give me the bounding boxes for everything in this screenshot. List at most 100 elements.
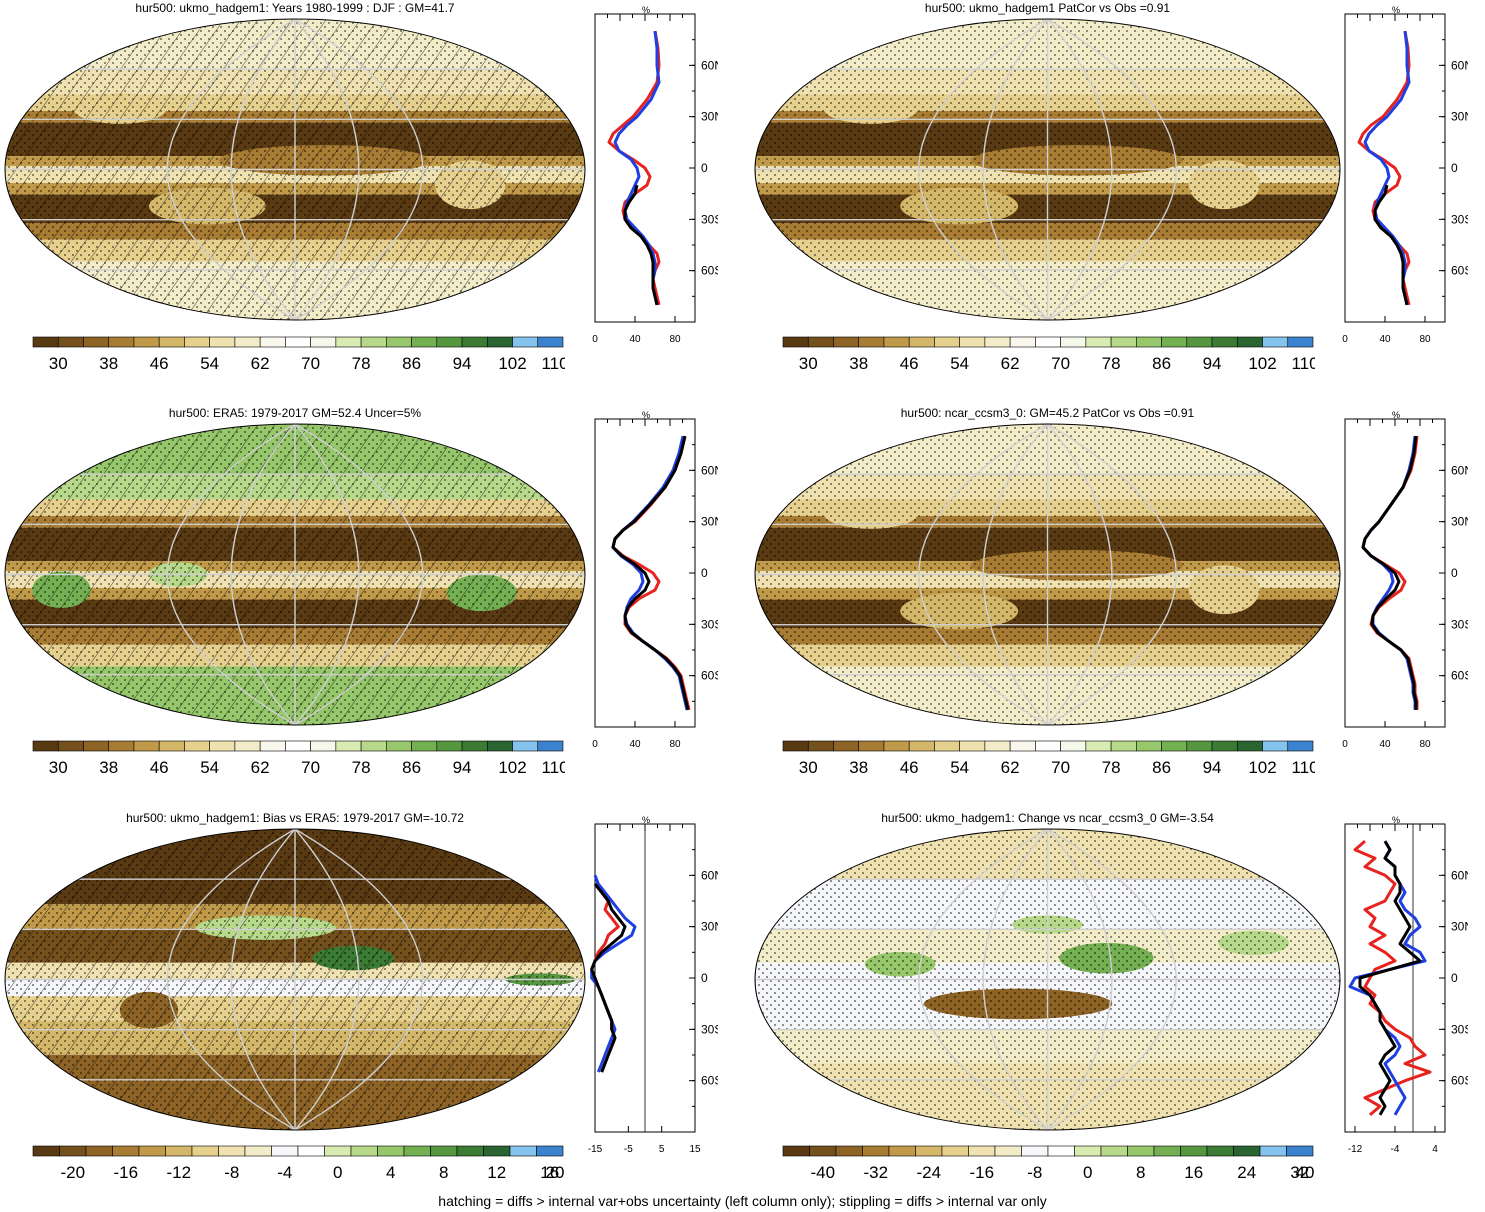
x-tick-label: -15: [588, 1144, 603, 1155]
colorbar-label: 70: [301, 758, 320, 777]
colorbar-swatch: [436, 740, 463, 752]
map-border: [754, 423, 1341, 726]
panel-title-6: hur500: ukmo_hadgem1: Change vs ncar_ccs…: [881, 811, 1214, 825]
colorbar-swatch: [858, 336, 885, 348]
colorbar-swatch: [360, 740, 387, 752]
colorbar-p3: 30 38 46 54 62 70 78 86 94 102 110: [32, 740, 565, 777]
colorbar-swatch: [138, 1145, 166, 1157]
colorbar-label: 54: [950, 758, 969, 777]
colorbar-label: 110: [1291, 758, 1315, 777]
colorbar-swatch: [83, 740, 110, 752]
colorbar-swatch: [833, 740, 860, 752]
graticule-lon: [1047, 19, 1177, 320]
y-tick-label: 60N: [701, 463, 718, 477]
colorbar-label: 46: [900, 758, 919, 777]
colorbar-swatch: [1021, 1145, 1049, 1157]
y-tick-label: 30S: [701, 212, 718, 226]
profile-p3: % 0 40 80 60N 30N 0 30S 60S: [592, 410, 718, 750]
map-border: [4, 423, 586, 726]
colorbar-label: 8: [1136, 1163, 1145, 1182]
colorbar-swatch: [862, 1145, 890, 1157]
graticule-lon: [1047, 829, 1177, 1130]
profile-series-line: [623, 184, 659, 306]
profile-p1: % 0 40 80 60N 30N 0 30S 60S: [592, 5, 718, 345]
colorbar-swatch: [335, 336, 362, 348]
colorbar-label: 12: [487, 1163, 506, 1182]
x-tick-label: 40: [1379, 334, 1391, 345]
colorbar-swatch: [108, 740, 135, 752]
profile-series-line: [611, 435, 690, 711]
y-tick-label: 30N: [701, 515, 718, 529]
y-tick-label: 60N: [1451, 58, 1468, 72]
colorbar-swatch: [335, 740, 362, 752]
graticule-lon: [230, 19, 296, 320]
y-tick-label: 30N: [1451, 920, 1468, 934]
colorbar-swatch: [1009, 336, 1036, 348]
colorbar-label: 86: [1152, 758, 1171, 777]
colorbar-swatch: [1009, 740, 1036, 752]
colorbar-swatch: [1262, 740, 1289, 752]
colorbar-label: 102: [1248, 354, 1276, 373]
colorbar-label: 4: [386, 1163, 395, 1182]
graticule-lon: [1046, 424, 1113, 725]
colorbar-swatch: [1262, 336, 1289, 348]
x-tick-label: 40: [629, 334, 641, 345]
colorbar-swatch: [1085, 336, 1112, 348]
colorbar-label: 38: [849, 354, 868, 373]
map-border: [4, 18, 586, 321]
colorbar-swatch: [386, 740, 412, 752]
colorbar-swatch: [1085, 740, 1112, 752]
panel-title-5: hur500: ukmo_hadgem1: Bias vs ERA5: 1979…: [126, 811, 464, 825]
colorbar-swatch: [807, 336, 834, 348]
colorbar-swatch: [483, 1145, 511, 1157]
colorbar-label: -24: [916, 1163, 941, 1182]
colorbar-label: 62: [251, 354, 270, 373]
profile-unit-label: %: [1392, 410, 1400, 420]
graticule-lon: [166, 829, 296, 1130]
colorbar-swatch: [1153, 1145, 1181, 1157]
colorbar-swatch: [403, 1145, 431, 1157]
colorbar-label: 78: [352, 758, 371, 777]
colorbar-swatch: [1060, 740, 1087, 752]
colorbar-label: 16: [1184, 1163, 1203, 1182]
profile-series-line: [607, 30, 661, 306]
colorbar-swatch: [1161, 336, 1188, 348]
colorbar-swatch: [835, 1145, 863, 1157]
map-p6: [754, 828, 1341, 1131]
colorbar-swatch: [297, 1145, 325, 1157]
footer-note: hatching = diffs > internal var+obs unce…: [438, 1193, 1047, 1209]
profile-series-line: [590, 874, 637, 1073]
colorbar-swatch: [209, 336, 236, 348]
x-tick-label: 0: [592, 739, 598, 750]
colorbar-swatch: [85, 1145, 113, 1157]
y-tick-label: 60S: [1451, 1074, 1468, 1088]
colorbar-label: 94: [1203, 758, 1222, 777]
colorbar-label: -32: [863, 1163, 888, 1182]
colorbar-swatch: [984, 740, 1011, 752]
colorbar-swatch: [57, 740, 84, 752]
colorbar-swatch: [1100, 1145, 1128, 1157]
colorbar-swatch: [386, 336, 412, 348]
profile-series-line: [1348, 840, 1427, 1116]
colorbar-swatch: [310, 740, 337, 752]
colorbar-swatch: [941, 1145, 969, 1157]
colorbar-label: 78: [1102, 354, 1121, 373]
x-tick-label: 80: [1419, 739, 1431, 750]
colorbar-swatch: [1211, 336, 1238, 348]
x-tick-label: 15: [689, 1144, 701, 1155]
graticule-lon: [166, 424, 296, 725]
y-tick-label: 30N: [1451, 515, 1468, 529]
graticule-lon: [294, 19, 360, 320]
x-tick-label: 4: [1432, 1144, 1438, 1155]
graticule-lon: [230, 424, 296, 725]
profile-series-line: [590, 882, 627, 1073]
x-tick-label: -4: [1391, 1144, 1400, 1155]
y-tick-label: 0: [1451, 566, 1458, 580]
graticule-lon: [982, 424, 1049, 725]
colorbar-swatch: [1259, 1145, 1287, 1157]
colorbar-label: 54: [200, 758, 219, 777]
map-border: [754, 828, 1341, 1131]
colorbar-label: -16: [969, 1163, 994, 1182]
